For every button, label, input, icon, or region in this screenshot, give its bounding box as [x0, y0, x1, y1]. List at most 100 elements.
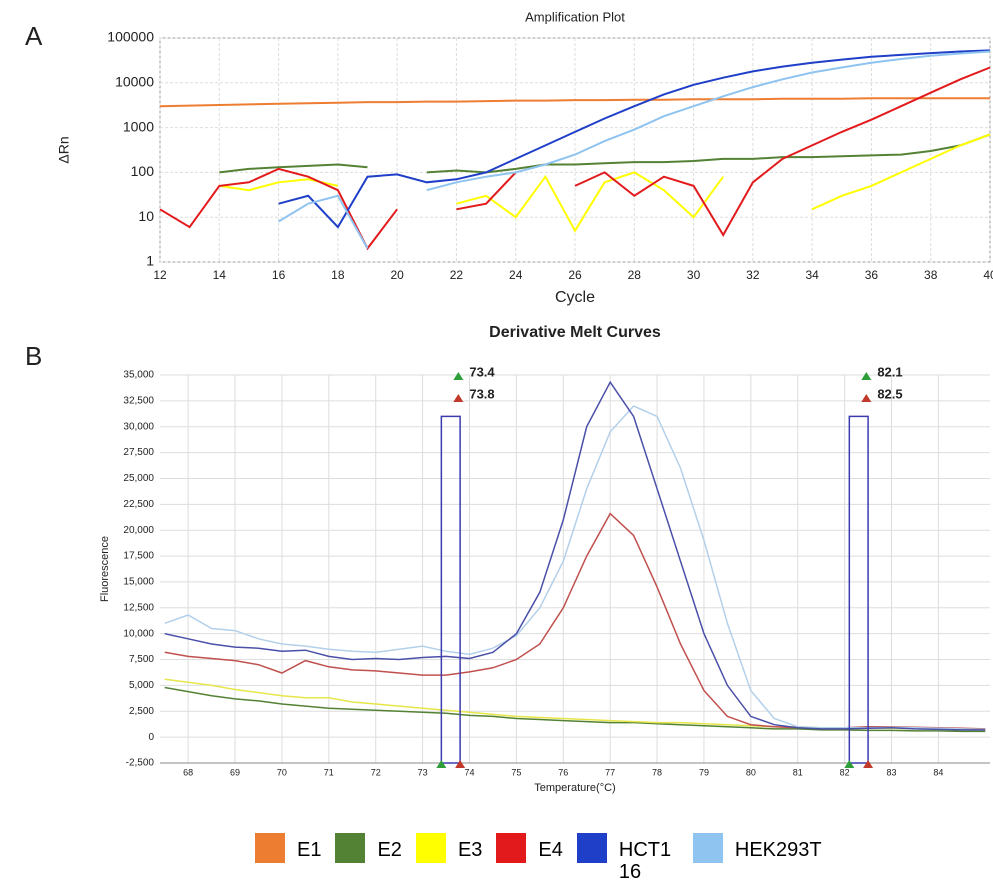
marker: [436, 760, 447, 768]
legend-label: HEK293T: [734, 839, 822, 861]
x-tick-label: 80: [746, 767, 756, 777]
x-tick-label: 32: [746, 268, 760, 282]
series-line: [164, 380, 986, 731]
marker-flag: [453, 394, 464, 402]
y-tick-label: 30,000: [123, 421, 154, 432]
legend-item: E1: [255, 833, 321, 863]
x-tick-label: 77: [605, 767, 615, 777]
y-tick-label: -2,500: [126, 758, 155, 769]
y-tick-label: 10,000: [123, 628, 154, 639]
panel-label: B: [25, 341, 42, 371]
marker-label: 82.5: [877, 386, 902, 401]
y-tick-label: 17,500: [123, 551, 154, 562]
chart-title: Derivative Melt Curves: [489, 324, 661, 341]
x-tick-label: 38: [924, 268, 938, 282]
legend-label: E2: [377, 839, 402, 861]
legend-item: E2: [335, 833, 402, 863]
legend-swatch: [335, 833, 366, 863]
x-tick-label: 18: [331, 268, 345, 282]
x-tick-label: 68: [183, 767, 193, 777]
marker-flag: [453, 372, 464, 380]
x-tick-label: 81: [793, 767, 803, 777]
plot-area: [160, 375, 990, 763]
x-tick-label: 24: [509, 268, 523, 282]
x-tick-label: 22: [450, 268, 464, 282]
y-tick-label: 22,500: [123, 499, 154, 510]
x-tick-label: 82: [840, 767, 850, 777]
x-tick-label: 30: [687, 268, 701, 282]
x-tick-label: 78: [652, 767, 662, 777]
series-line: [278, 50, 991, 249]
x-tick-label: 83: [887, 767, 897, 777]
marker: [863, 760, 874, 768]
series-line: [164, 405, 986, 731]
x-tick-label: 70: [277, 767, 287, 777]
legend-item: E4: [496, 833, 563, 863]
x-tick-label: 34: [805, 268, 819, 282]
x-tick-label: 79: [699, 767, 709, 777]
y-tick-label: 32,500: [123, 396, 154, 407]
y-tick-label: 12,500: [123, 602, 154, 613]
marker-range-box: [848, 415, 869, 764]
y-axis-label: ΔRn: [56, 136, 72, 163]
panel-label: A: [25, 21, 43, 51]
x-tick-label: 72: [371, 767, 381, 777]
y-axis-label: Fluorescence: [99, 536, 111, 602]
legend: E1 E2 E3 E4 HCT116 HEK293T: [255, 833, 836, 883]
marker-flag: [861, 372, 872, 380]
marker: [844, 760, 855, 768]
x-tick-label: 12: [153, 268, 167, 282]
x-tick-label: 26: [568, 268, 582, 282]
series-line: [219, 133, 991, 174]
marker-label: 73.8: [469, 386, 494, 401]
x-tick-label: 69: [230, 767, 240, 777]
x-tick-label: 74: [464, 767, 474, 777]
y-tick-label: 0: [148, 732, 154, 743]
series-line: [159, 97, 990, 108]
y-tick-label: 15,000: [123, 577, 154, 588]
x-tick-label: 28: [628, 268, 642, 282]
y-tick-label: 1: [146, 253, 154, 269]
legend-label: HCT116: [618, 839, 672, 883]
chart-title: Amplification Plot: [525, 9, 625, 24]
y-tick-label: 27,500: [123, 447, 154, 458]
x-axis-label: Temperature(°C): [534, 782, 615, 794]
legend-label: E1: [297, 839, 322, 861]
legend-item: E3: [415, 833, 483, 863]
x-tick-label: 73: [418, 767, 428, 777]
legend-swatch: [496, 833, 527, 863]
legend-swatch: [255, 833, 285, 863]
marker: [455, 760, 466, 768]
legend-label: E4: [538, 839, 563, 861]
y-tick-label: 35,000: [123, 370, 154, 381]
legend-label: E3: [457, 839, 483, 861]
y-tick-label: 10: [138, 208, 154, 224]
legend-swatch: [692, 833, 723, 863]
x-tick-label: 16: [272, 268, 286, 282]
x-tick-label: 84: [933, 767, 943, 777]
marker-range-box: [440, 415, 461, 764]
series-line: [164, 686, 986, 733]
x-tick-label: 40: [983, 268, 993, 282]
y-tick-label: 2,500: [129, 706, 154, 717]
legend-item: HEK293T: [692, 833, 822, 863]
x-tick-label: 76: [558, 767, 568, 777]
y-tick-label: 20,000: [123, 525, 154, 536]
legend-swatch: [576, 833, 607, 863]
marker-flag: [861, 394, 872, 402]
marker-label: 73.4: [469, 364, 495, 379]
x-tick-label: 75: [511, 767, 521, 777]
y-tick-label: 7,500: [129, 654, 154, 665]
y-tick-label: 10000: [115, 74, 154, 90]
x-axis-label: Cycle: [555, 289, 595, 306]
y-tick-label: 100000: [107, 29, 154, 45]
legend-item: HCT116: [576, 833, 679, 883]
x-tick-label: 20: [390, 268, 404, 282]
marker-label: 82.1: [877, 364, 902, 379]
y-tick-label: 25,000: [123, 473, 154, 484]
x-tick-label: 36: [865, 268, 879, 282]
x-tick-label: 14: [213, 268, 227, 282]
y-tick-label: 100: [131, 163, 155, 179]
